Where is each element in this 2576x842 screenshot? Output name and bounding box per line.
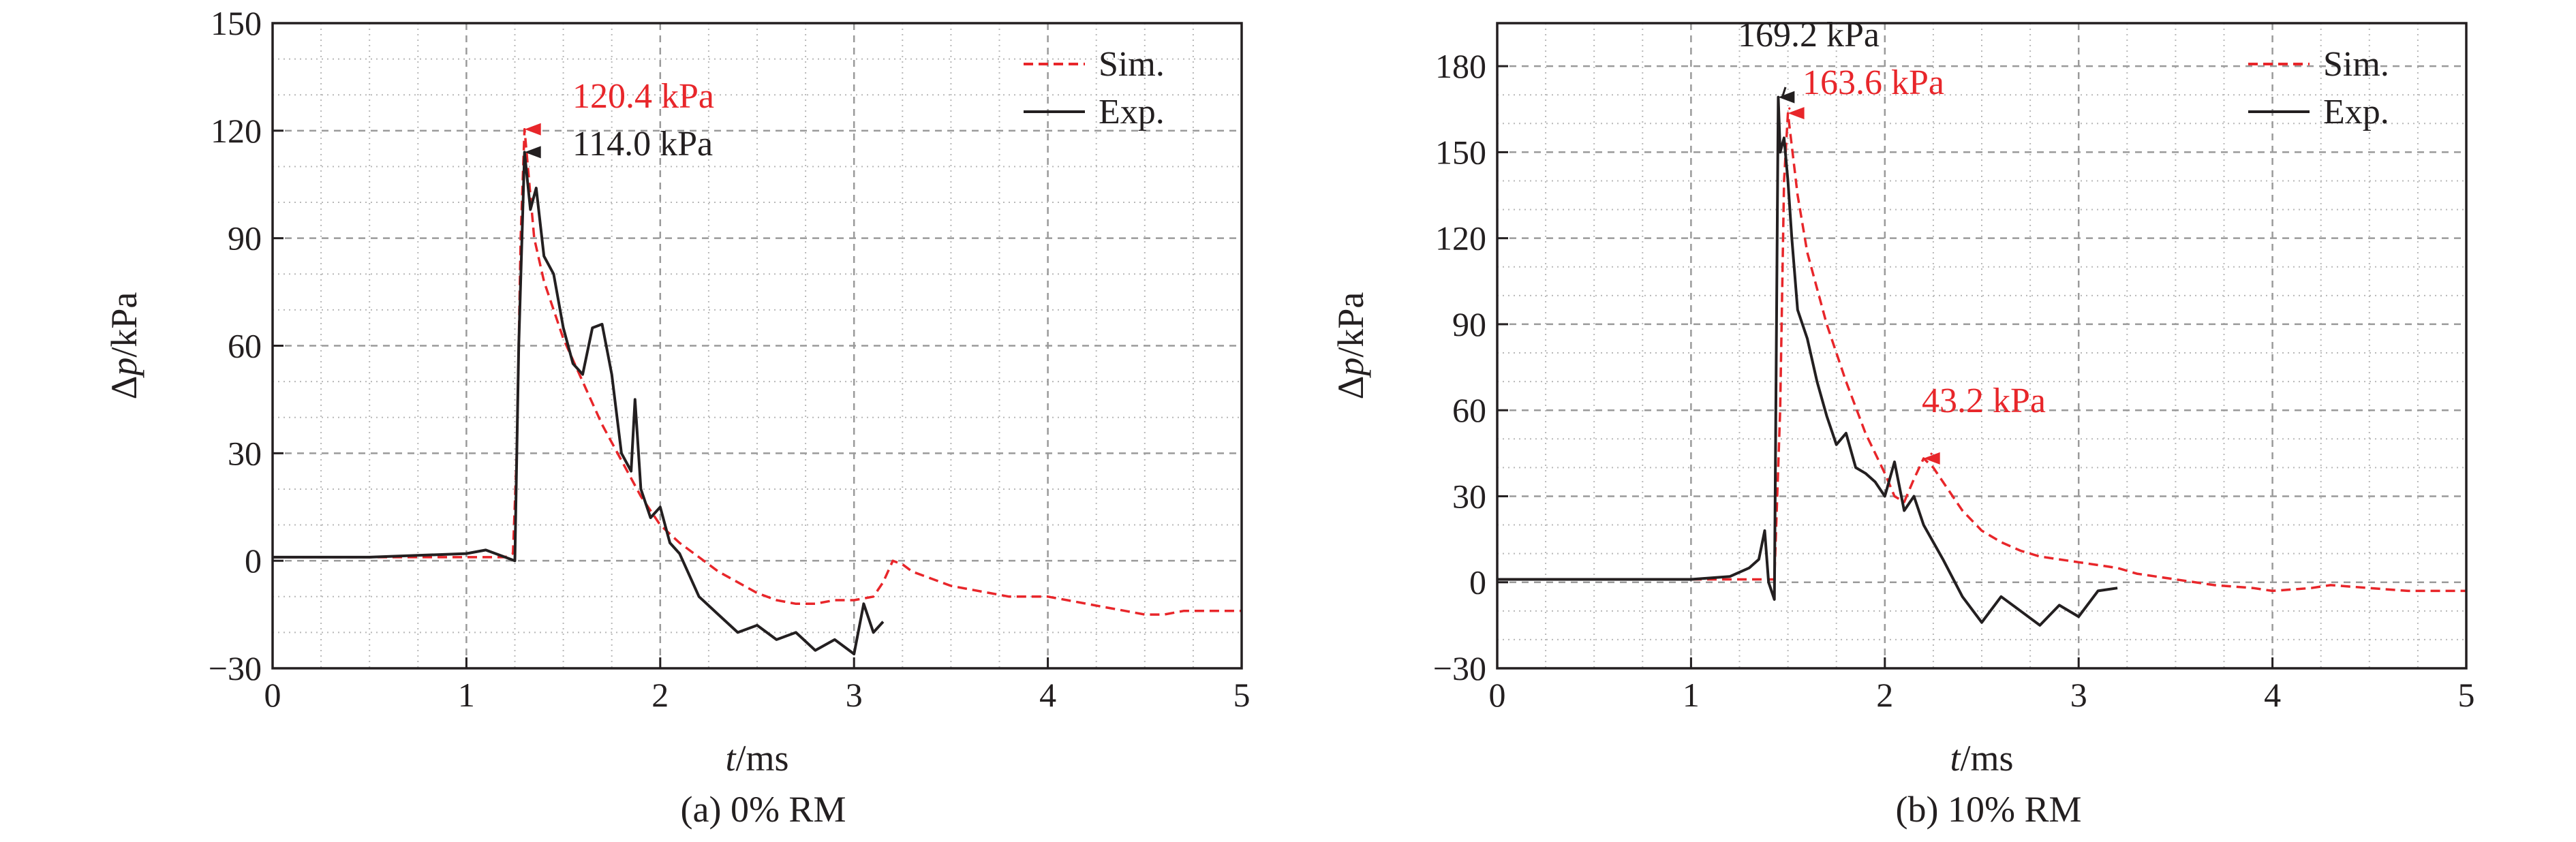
annotation-label: 169.2 kPa [1738,16,1880,54]
series-line-exp [273,151,885,655]
x-tick-label: 4 [1039,676,1056,714]
y-tick-label: 90 [1452,305,1486,343]
legend-label: Sim. [1099,45,1165,84]
panel-caption: (b) 10% RM [1896,789,2082,830]
annotation-label: 163.6 kPa [1803,63,1944,102]
legend-label: Exp. [1099,93,1165,131]
y-tick-label: 60 [228,327,262,365]
x-tick-label: 0 [264,676,281,714]
y-tick-label: −30 [209,649,262,687]
annotation-leader [1788,107,1793,114]
x-axis-variable: t [725,738,737,779]
y-tick-label: 30 [1452,477,1486,515]
y-tick-label: −30 [1433,649,1486,687]
x-tick-label: 4 [2264,676,2281,714]
annotation-label: 120.4 kPa [572,77,714,116]
y-tick-label: 120 [211,112,262,150]
y-axis-unit: /kPa [1330,292,1371,358]
x-tick-label: 2 [1876,676,1893,714]
y-axis-label: Δp/kPa [1330,292,1371,400]
legend-label: Sim. [2323,45,2389,84]
plot-frame [271,22,1243,670]
series-line-sim [273,127,1242,616]
y-tick-label: 60 [1452,391,1486,429]
x-tick-label: 5 [1233,676,1251,714]
y-axis-variable: p [1330,358,1371,379]
panel-caption: (a) 0% RM [681,789,846,830]
annotation-arrowhead [1778,91,1795,104]
y-axis-prefix: Δ [1330,376,1371,400]
annotation-arrowhead [1923,452,1940,465]
y-tick-label: 90 [228,219,262,258]
x-axis-label: t/ms [725,738,788,779]
x-tick-label: 3 [2070,676,2087,714]
y-tick-label: 30 [228,434,262,472]
x-tick-label: 5 [2458,676,2475,714]
y-tick-label: 0 [1469,563,1486,602]
y-tick-label: 150 [1435,133,1486,171]
y-axis-variable: p [104,358,144,379]
y-tick-label: 120 [1435,219,1486,258]
x-axis-unit: /ms [1960,738,2013,779]
y-axis-prefix: Δ [104,376,144,400]
x-axis-unit: /ms [735,738,788,779]
y-axis-unit: /kPa [104,292,144,358]
x-tick-label: 2 [651,676,669,714]
x-tick-label: 3 [846,676,863,714]
series-line-exp [1497,95,2118,627]
annotation-arrowhead [1788,107,1805,120]
x-tick-label: 1 [1683,676,1700,714]
y-tick-label: 180 [1435,47,1486,85]
annotation-label: 114.0 kPa [572,125,713,163]
x-axis-label: t/ms [1950,738,2013,779]
annotation-arrowhead [524,123,541,136]
x-tick-label: 0 [1489,676,1506,714]
plot-frame [1496,22,2468,670]
y-tick-label: 150 [211,4,262,42]
x-axis-variable: t [1950,738,1961,779]
annotation-label: 43.2 kPa [1922,381,2046,420]
annotation-arrowhead [524,146,541,159]
legend-label: Exp. [2323,93,2389,131]
x-tick-label: 1 [458,676,475,714]
y-axis-label: Δp/kPa [104,292,144,400]
y-tick-label: 0 [245,542,262,580]
